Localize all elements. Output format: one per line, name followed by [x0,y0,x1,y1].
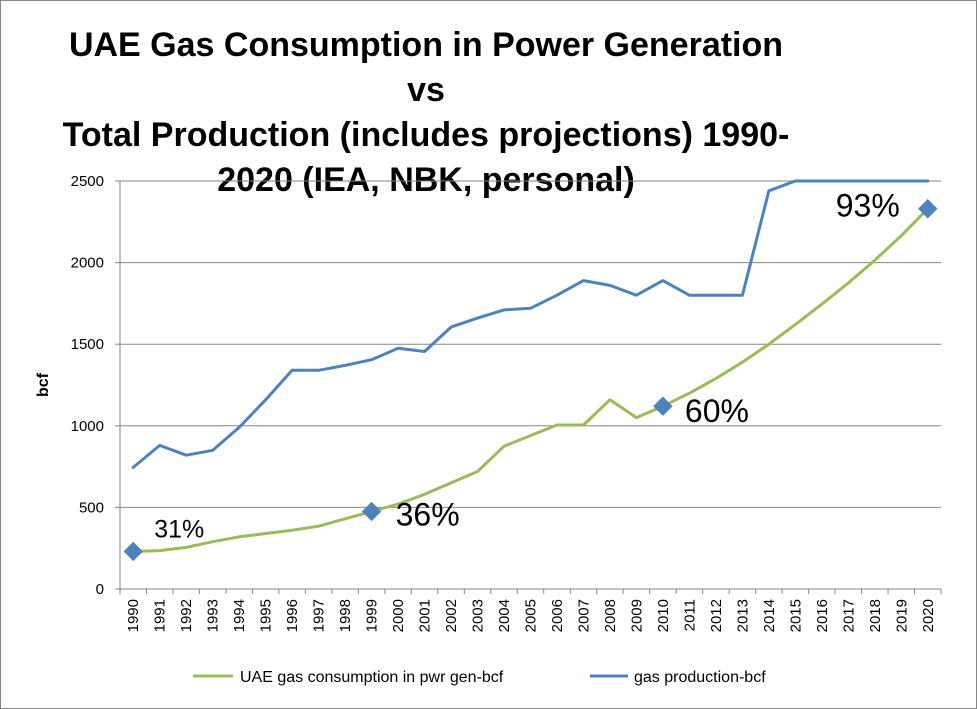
y-tick-label: 2500 [71,173,104,190]
x-tick-label: 2010 [655,599,672,632]
x-tick-label: 2011 [681,599,698,631]
markers: 31% 36% 60% 93% [123,188,938,562]
x-tick-label: 2002 [443,599,460,632]
data-marker [918,199,938,219]
x-tick-label: 2009 [628,599,645,632]
chart-title: UAE Gas Consumption in Power Generation … [61,23,791,203]
x-tick-label: 2006 [549,599,566,632]
x-tick-label: 2004 [496,599,513,632]
x-tick-label: 2005 [523,599,540,632]
x-tick-label: 2019 [893,599,910,632]
x-tick-label: 2015 [787,599,804,632]
x-tick-label: 1990 [125,599,142,632]
legend: UAE gas consumption in pwr gen-bcf gas pr… [193,669,766,686]
x-tick-label: 1998 [337,599,354,632]
y-tick-label: 500 [79,499,104,516]
chart-title-line: Total Production (includes projections) … [62,116,790,154]
x-tick-label: 1992 [178,599,195,632]
axes: 0 500 1000 1500 2000 2500 1990 1991 1992 1993 1994… [35,173,942,632]
data-marker [361,501,382,522]
y-tick-label: 1500 [71,336,104,353]
production-line [131,179,930,469]
x-tick-label: 2016 [814,599,831,632]
x-tick-label: 2012 [708,599,725,632]
x-tick-label: 2018 [867,599,884,632]
y-tick-label: 0 [96,581,104,598]
y-tick-label: 1000 [71,418,104,435]
data-marker [653,396,673,416]
y-tick-label: 2000 [71,255,104,272]
x-tick-label: 1999 [364,599,381,632]
x-tick-label: 1996 [284,599,301,632]
x-tick-label: 1995 [258,599,275,632]
annotation-label: 36% [396,496,460,532]
x-tick-label: 2003 [470,599,487,632]
x-tick-label: 1997 [311,599,328,632]
x-tick-label: 2017 [840,599,857,632]
x-tick-label: 2008 [602,599,619,632]
consumption-line [131,207,930,553]
chart-title-line: UAE Gas Consumption in Power Generation … [68,26,784,109]
annotation-label: 31% [154,515,204,543]
x-tick-label: 2013 [734,599,751,632]
x-tick-label: 2020 [920,599,937,632]
annotation-label: 93% [836,188,900,224]
x-tick-label: 1994 [231,599,248,632]
x-tick-label: 1993 [205,599,222,632]
series-lines [131,179,930,553]
x-tick-label: 2014 [761,599,778,632]
annotation-label: 60% [685,393,749,429]
legend-label: gas production-bcf [634,669,766,686]
x-tick-label: 2007 [575,599,592,632]
y-axis-label: bcf [35,372,52,397]
gridlines [120,180,941,508]
x-tick-label: 2000 [390,599,407,632]
x-tick-label: 2001 [417,599,434,632]
chart-title-line: 2020 (IEA, NBK, personal) [217,161,635,199]
data-marker [123,541,143,562]
x-tick-label: 1991 [152,599,169,632]
legend-label: UAE gas consumption in pwr gen-bcf [240,669,504,686]
